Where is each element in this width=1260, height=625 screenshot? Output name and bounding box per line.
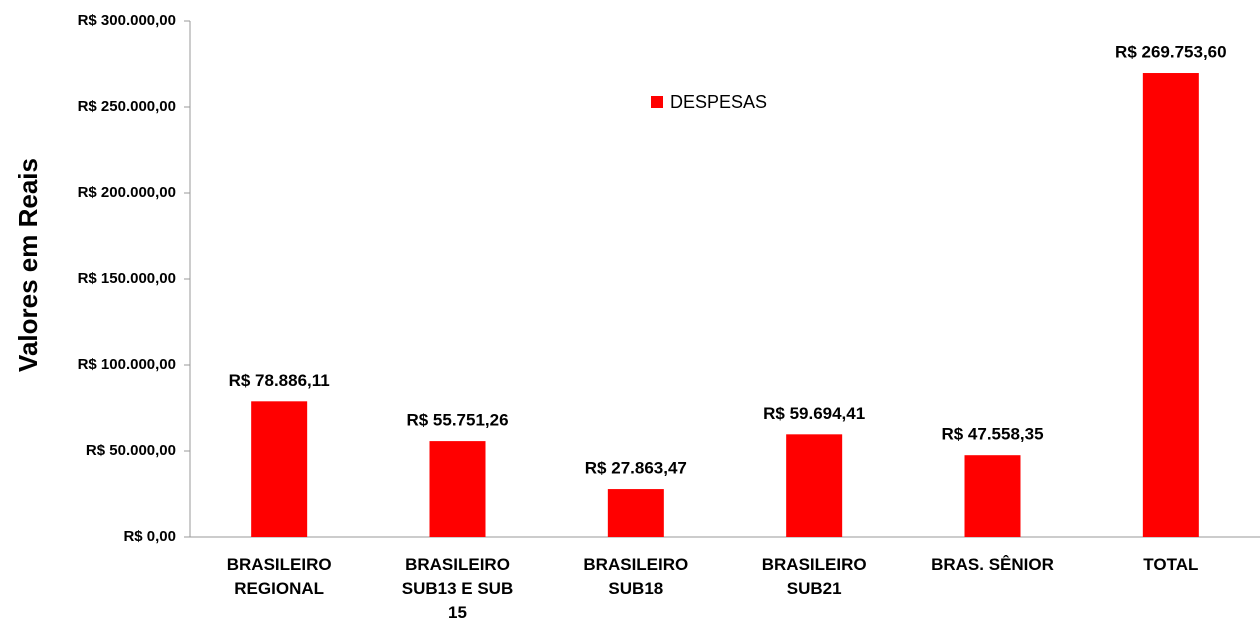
- bar: [251, 401, 308, 537]
- x-tick-label: BRASILEIRO SUB21: [761, 555, 867, 598]
- y-tick-label: R$ 300.000,00: [78, 12, 176, 29]
- legend-swatch: [651, 96, 663, 108]
- x-tick-label: TOTAL: [1143, 555, 1199, 574]
- x-tick-label: BRAS. SÊNIOR: [931, 555, 1054, 574]
- legend-label: DESPESAS: [670, 92, 767, 112]
- data-label: R$ 47.558,35: [941, 425, 1043, 444]
- bar: [786, 434, 843, 537]
- y-tick-label: R$ 100.000,00: [78, 356, 176, 373]
- data-label: R$ 27.863,47: [585, 459, 687, 478]
- bar: [964, 455, 1021, 537]
- data-label: R$ 55.751,26: [406, 411, 508, 430]
- x-tick-label: BRASILEIRO REGIONAL: [226, 555, 332, 598]
- bar: [1142, 73, 1199, 538]
- bar: [607, 489, 664, 537]
- bar: [429, 441, 486, 537]
- x-tick-label: BRASILEIRO SUB13 E SUB 15: [401, 555, 514, 622]
- y-tick-label: R$ 150.000,00: [78, 270, 176, 287]
- y-tick-label: R$ 250.000,00: [78, 98, 176, 115]
- x-tick-label: BRASILEIRO SUB18: [583, 555, 689, 598]
- data-label: R$ 78.886,11: [229, 371, 330, 390]
- y-tick-label: R$ 0,00: [123, 528, 176, 545]
- data-label: R$ 59.694,41: [763, 404, 865, 423]
- data-label: R$ 269.753,60: [1115, 43, 1227, 62]
- y-tick-label: R$ 200.000,00: [78, 184, 176, 201]
- y-tick-label: R$ 50.000,00: [86, 442, 176, 459]
- y-axis-label: Valores em Reais: [13, 158, 43, 372]
